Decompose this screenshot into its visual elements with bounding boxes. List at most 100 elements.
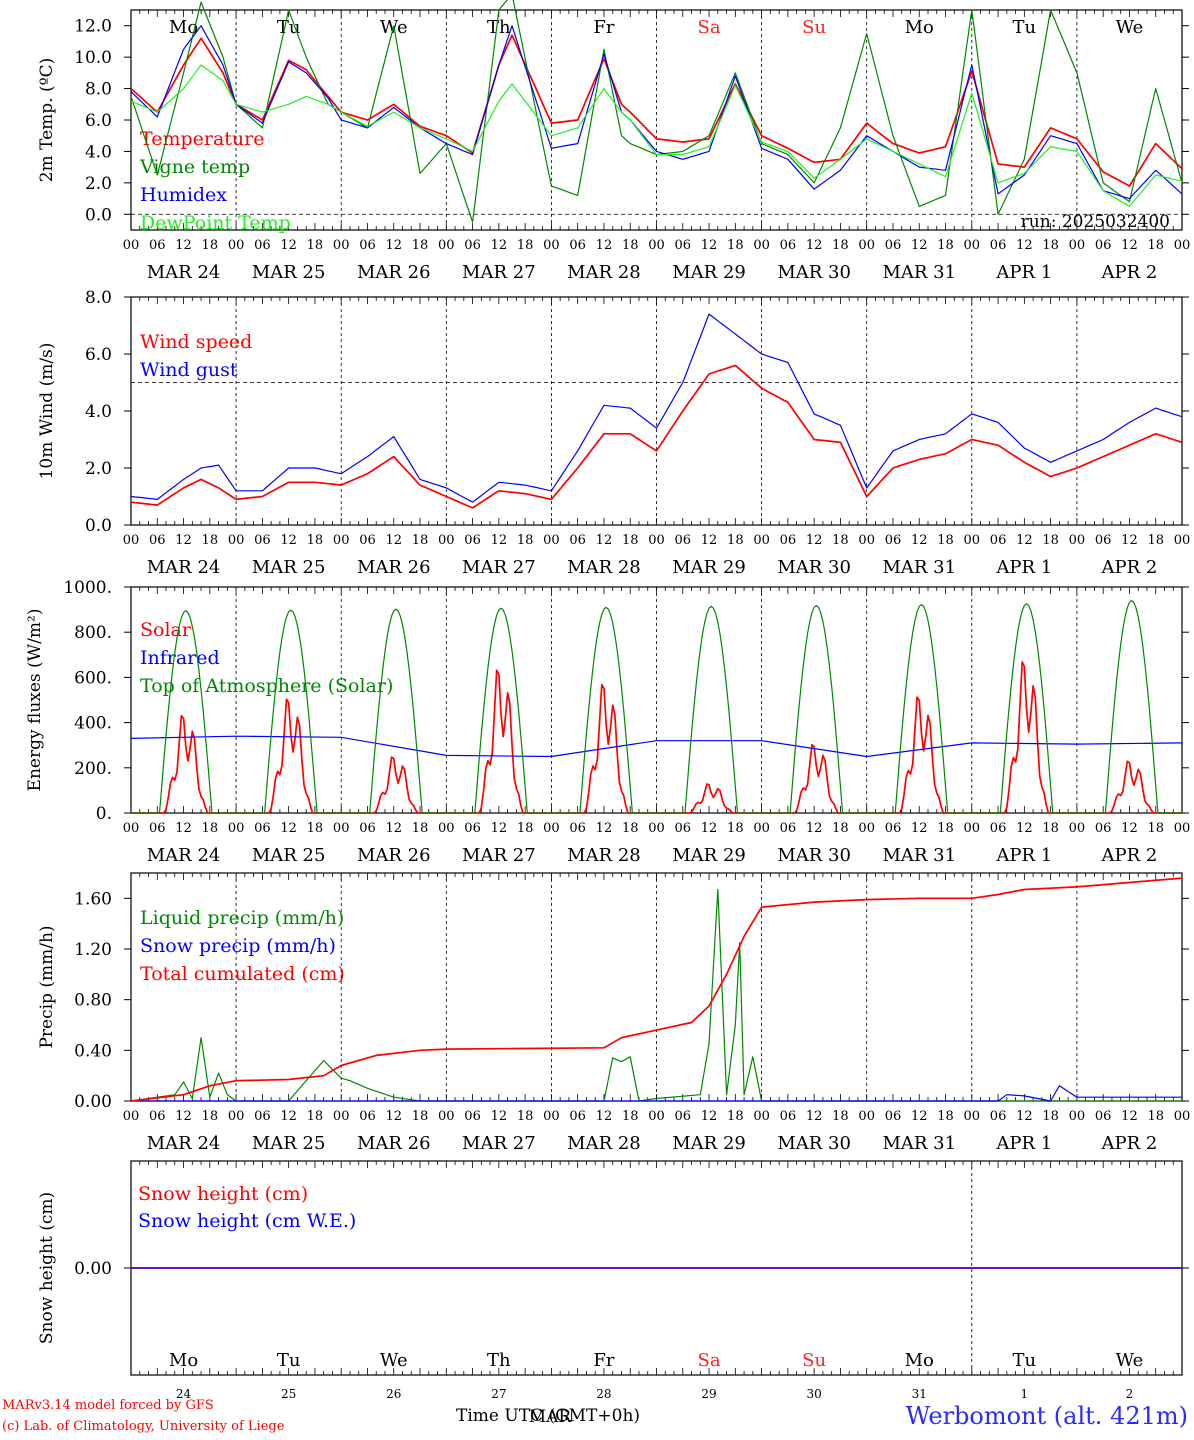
date-label: APR 1: [995, 1133, 1052, 1154]
date-label: MAR 26: [357, 557, 431, 578]
hour-tick-label: 06: [569, 821, 586, 836]
date-label: MAR 30: [777, 1133, 851, 1154]
hour-tick-label: 18: [412, 533, 429, 548]
date-label: MAR 31: [882, 262, 956, 283]
hour-tick-label: 18: [1042, 1109, 1059, 1124]
hour-tick-label: 12: [385, 1109, 402, 1124]
hour-tick-label: 06: [1095, 1109, 1112, 1124]
legend-entry: Infrared: [140, 647, 220, 669]
hour-tick-label: 12: [806, 533, 823, 548]
y-tick-label: 1000.: [63, 578, 112, 598]
hour-tick-label: 00: [858, 533, 875, 548]
hour-tick-label: 12: [1121, 1109, 1138, 1124]
hour-tick-label: 06: [1095, 533, 1112, 548]
y-tick-label: 0.: [96, 804, 112, 824]
series-line: [130, 64, 1183, 207]
date-label: APR 1: [995, 262, 1052, 283]
hour-tick-label: 00: [648, 1109, 665, 1124]
hour-tick-label: 00: [858, 238, 875, 253]
hour-tick-label: 12: [596, 1109, 613, 1124]
y-tick-label: 12.0: [74, 17, 112, 37]
y-tick-label: 0.00: [74, 1259, 112, 1279]
date-label: MAR 26: [357, 1133, 431, 1154]
hour-tick-label: 06: [464, 1109, 481, 1124]
legend-entry: Total cumulated (cm): [140, 963, 345, 985]
hour-tick-label: 12: [596, 533, 613, 548]
day-abbr-label: We: [1116, 1350, 1144, 1371]
hour-tick-label: 18: [622, 533, 639, 548]
hour-tick-label: 18: [832, 1109, 849, 1124]
hour-tick-label: 12: [806, 238, 823, 253]
hour-tick-label: 12: [280, 238, 297, 253]
hour-tick-label: 00: [1174, 1109, 1191, 1124]
hour-tick-label: 18: [727, 533, 744, 548]
series-line: [130, 313, 1183, 503]
date-label: MAR 24: [147, 845, 221, 866]
series-line: [130, 877, 1183, 1102]
hour-tick-label: 12: [280, 1109, 297, 1124]
hour-tick-label: 12: [491, 821, 508, 836]
date-label: MAR 24: [147, 262, 221, 283]
hour-tick-label: 18: [1147, 821, 1164, 836]
y-tick-label: 1.20: [74, 940, 112, 960]
hour-tick-label: 12: [596, 821, 613, 836]
hour-tick-label: 18: [517, 533, 534, 548]
hour-tick-label: 06: [359, 533, 376, 548]
hour-tick-label: 00: [1174, 821, 1191, 836]
hour-tick-label: 12: [701, 533, 718, 548]
date-label: MAR 31: [882, 845, 956, 866]
hour-tick-label: 06: [464, 533, 481, 548]
legend-entry: Temperature: [140, 128, 264, 150]
station-name: Werbomont (alt. 421m): [905, 1402, 1188, 1430]
hour-tick-label: 18: [832, 533, 849, 548]
hour-tick-label: 06: [885, 1109, 902, 1124]
hour-tick-label: 00: [964, 238, 981, 253]
hour-tick-label: 12: [175, 1109, 192, 1124]
hour-tick-label: 00: [1174, 238, 1191, 253]
date-label: MAR 31: [882, 557, 956, 578]
hour-tick-label: 12: [175, 533, 192, 548]
day-abbr-label: Tu: [1013, 17, 1037, 38]
series-line: [131, 1085, 1182, 1102]
hour-tick-label: 18: [202, 1109, 219, 1124]
hour-tick-label: 12: [491, 238, 508, 253]
day-number-label: 31: [912, 1387, 927, 1401]
date-label: MAR 28: [567, 557, 641, 578]
date-label: MAR 27: [462, 557, 536, 578]
hour-tick-label: 06: [149, 533, 166, 548]
hour-tick-label: 00: [753, 238, 770, 253]
date-label: MAR 25: [252, 1133, 326, 1154]
date-label: MAR 29: [672, 262, 746, 283]
hour-tick-label: 18: [1147, 1109, 1164, 1124]
hour-tick-label: 12: [911, 1109, 928, 1124]
date-label: APR 1: [995, 557, 1052, 578]
hour-tick-label: 00: [438, 1109, 455, 1124]
y-tick-label: 0.80: [74, 991, 112, 1011]
hour-tick-label: 00: [333, 533, 350, 548]
hour-tick-label: 12: [1121, 533, 1138, 548]
hour-tick-label: 12: [1016, 821, 1033, 836]
y-tick-label: 4.0: [85, 142, 112, 162]
day-abbr-label: Su: [802, 17, 826, 38]
y-axis-label: Snow height (cm): [37, 1192, 57, 1344]
date-label: MAR 29: [672, 557, 746, 578]
hour-tick-label: 18: [412, 238, 429, 253]
mar-overlay-label: MAR: [529, 1407, 573, 1427]
date-label: MAR 29: [672, 1133, 746, 1154]
hour-tick-label: 06: [675, 533, 692, 548]
hour-tick-label: 12: [1121, 821, 1138, 836]
hour-tick-label: 12: [1016, 238, 1033, 253]
hour-tick-label: 18: [832, 821, 849, 836]
series-line: [131, 600, 1182, 814]
hour-tick-label: 00: [1069, 821, 1086, 836]
hour-tick-label: 00: [438, 533, 455, 548]
day-abbr-label: Th: [487, 17, 511, 38]
date-label: MAR 28: [567, 262, 641, 283]
hour-tick-label: 06: [254, 821, 271, 836]
day-abbr-label: Tu: [1013, 1350, 1037, 1371]
hour-tick-label: 12: [806, 821, 823, 836]
day-number-label: 27: [491, 1387, 506, 1401]
hour-tick-label: 12: [1121, 238, 1138, 253]
date-label: MAR 31: [882, 1133, 956, 1154]
